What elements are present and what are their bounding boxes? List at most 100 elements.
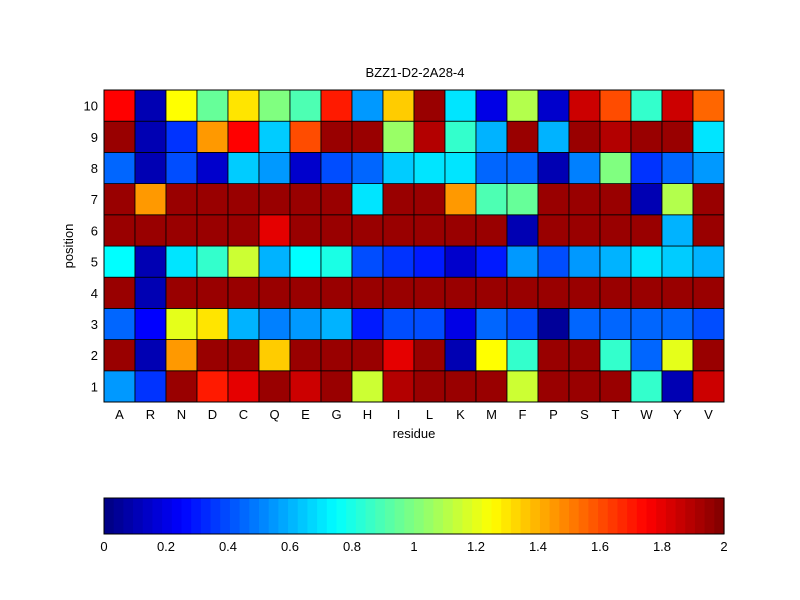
heatmap-cell: [568, 276, 601, 309]
heatmap-cell: [196, 370, 229, 403]
colorbar-band: [569, 498, 580, 534]
heatmap-cell: [599, 307, 632, 340]
colorbar-tick-labels: 0 0.2 0.4 0.6 0.8 1 1.2 1.4 1.6 1.8 2: [100, 539, 727, 554]
colorbar-band: [539, 498, 551, 534]
heatmap-cell: [692, 339, 725, 372]
heatmap-cell: [258, 276, 291, 309]
y-tick-label: 2: [91, 348, 98, 363]
x-axis-label: residue: [393, 426, 436, 441]
x-tick-label: I: [397, 407, 401, 422]
heatmap-cell: [413, 183, 446, 216]
heatmap-cell: [320, 276, 353, 309]
colorbar-band: [278, 498, 289, 534]
colorbar-band: [384, 498, 396, 534]
colorbar-tick-label: 0.6: [281, 539, 299, 554]
heatmap-cell: [320, 89, 353, 122]
colorbar-band: [259, 498, 270, 534]
heatmap-cell: [692, 276, 725, 309]
heatmap-cell: [196, 120, 229, 153]
heatmap-cell: [692, 151, 725, 184]
heatmap-cell: [599, 339, 632, 372]
colorbar-band: [530, 498, 541, 534]
heatmap-cell: [630, 214, 663, 247]
x-tick-label: H: [363, 407, 372, 422]
heatmap-cell: [227, 214, 260, 247]
heatmap-cell: [475, 89, 508, 122]
heatmap-cell: [134, 339, 167, 372]
heatmap-cell: [258, 214, 291, 247]
x-tick-label: R: [146, 407, 155, 422]
y-tick-label: 9: [91, 130, 98, 145]
x-tick-label: F: [519, 407, 527, 422]
colorbar-band: [239, 498, 250, 534]
plot-frame: [103, 89, 725, 403]
heatmap-cell: [382, 276, 415, 309]
heatmap-cell: [568, 120, 601, 153]
heatmap-cell: [444, 151, 477, 184]
colorbar-tick-label: 1: [410, 539, 417, 554]
colorbar-band: [617, 498, 628, 534]
heatmap-cell: [444, 183, 477, 216]
heatmap-cell: [506, 339, 539, 372]
heatmap-cell: [475, 120, 508, 153]
x-tick-label: W: [640, 407, 653, 422]
heatmap-cell: [630, 339, 663, 372]
colorbar-band: [123, 498, 134, 534]
heatmap-cell: [413, 89, 446, 122]
x-tick-label: P: [549, 407, 558, 422]
heatmap-cell: [630, 276, 663, 309]
heatmap-cell: [413, 276, 446, 309]
heatmap-cell: [103, 307, 136, 340]
colorbar-band: [443, 498, 454, 534]
x-tick-label: G: [331, 407, 341, 422]
heatmap-cell: [165, 307, 198, 340]
x-tick-label: M: [486, 407, 497, 422]
heatmap-cell: [599, 276, 632, 309]
heatmap-cell: [661, 245, 694, 278]
heatmap-cell: [506, 370, 539, 403]
heatmap-cell: [351, 245, 384, 278]
heatmap-cell: [382, 339, 415, 372]
heatmap-cell: [568, 151, 601, 184]
heatmap-cell: [103, 151, 136, 184]
colorbar-band: [113, 498, 124, 534]
heatmap-cells: [103, 89, 725, 403]
colorbar-band: [200, 498, 212, 534]
heatmap-cell: [661, 370, 694, 403]
colorbar-band: [404, 498, 415, 534]
heatmap-cell: [599, 89, 632, 122]
heatmap-cell: [320, 307, 353, 340]
colorbar-band: [627, 498, 638, 534]
colorbar-band: [462, 498, 473, 534]
heatmap-cell: [692, 370, 725, 403]
heatmap-cell: [444, 339, 477, 372]
heatmap-cell: [506, 120, 539, 153]
heatmap-cell: [289, 151, 322, 184]
colorbar-band: [472, 498, 483, 534]
heatmap-cell: [537, 370, 570, 403]
heatmap-cell: [692, 89, 725, 122]
y-axis-label: position: [61, 224, 76, 269]
y-tick-label: 1: [91, 379, 98, 394]
colorbar-band: [365, 498, 376, 534]
heatmap-cell: [227, 183, 260, 216]
heatmap-cell: [475, 183, 508, 216]
x-tick-label: D: [208, 407, 217, 422]
heatmap-cell: [351, 339, 384, 372]
heatmap-cell: [475, 214, 508, 247]
heatmap-cell: [165, 339, 198, 372]
heatmap-cell: [537, 245, 570, 278]
colorbar-band: [685, 498, 696, 534]
heatmap-cell: [537, 120, 570, 153]
heatmap-cell: [506, 89, 539, 122]
heatmap-cell: [289, 307, 322, 340]
heatmap-cell: [196, 339, 229, 372]
colorbar-band: [326, 498, 338, 534]
colorbar-tick-label: 2: [720, 539, 727, 554]
heatmap-cell: [258, 370, 291, 403]
heatmap-cell: [661, 276, 694, 309]
y-tick-label: 3: [91, 317, 98, 332]
colorbar-band: [520, 498, 531, 534]
heatmap-cell: [258, 120, 291, 153]
heatmap-cell: [165, 370, 198, 403]
